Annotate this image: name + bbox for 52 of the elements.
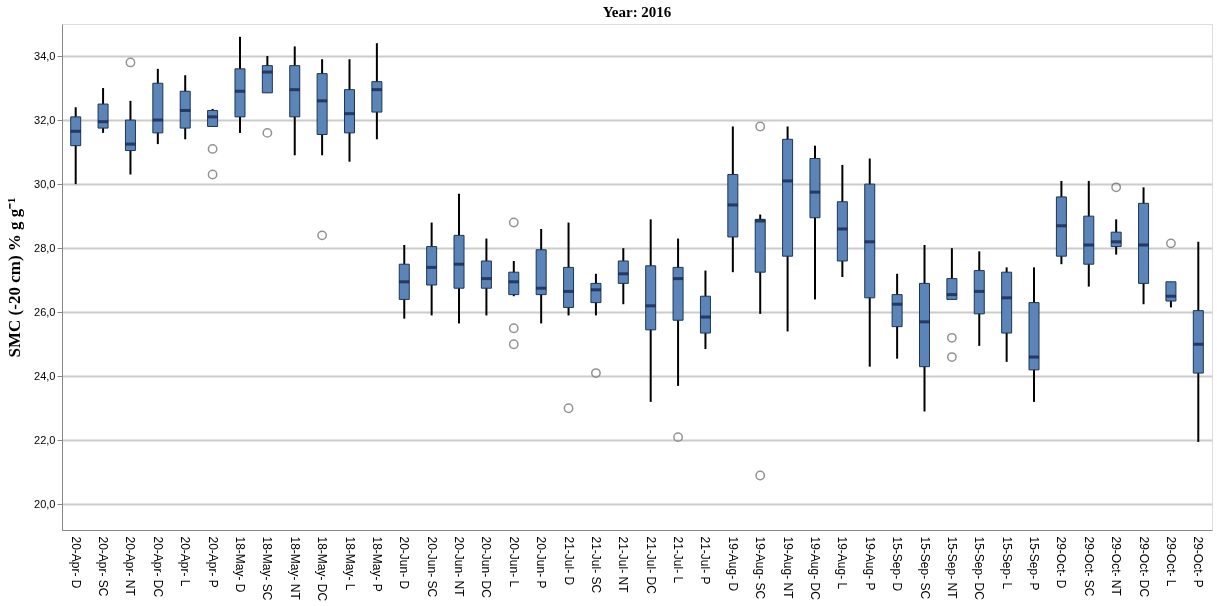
x-tick-label: 20-Jun- SC bbox=[424, 536, 439, 598]
x-tick-label: 21-Jul- D bbox=[561, 536, 576, 586]
x-tick-label: 29-Oct- SC bbox=[1081, 536, 1096, 597]
y-tick-label: 34,0 bbox=[34, 49, 56, 62]
x-tick-label: 18-May- L bbox=[342, 536, 357, 591]
y-tick-label: 20,0 bbox=[34, 497, 56, 510]
x-tick-label: 15-Sep- SC bbox=[917, 536, 932, 600]
x-tick-label: 29-Oct- D bbox=[1054, 536, 1069, 589]
x-tick-label: 29-Oct- DC bbox=[1136, 536, 1151, 598]
x-tick-label: 20-Apr- SC bbox=[96, 536, 111, 597]
x-tick-label: 18-May- NT bbox=[287, 536, 302, 601]
y-tick-label: 24,0 bbox=[34, 369, 56, 382]
x-tick-label: 29-Oct- NT bbox=[1109, 536, 1124, 597]
x-tick-label: 15-Sep- D bbox=[890, 536, 905, 592]
x-tick-label: 29-Oct- L bbox=[1163, 536, 1178, 587]
x-tick-label: 18-May- SC bbox=[260, 536, 275, 601]
x-tick-label: 19-Aug- SC bbox=[753, 536, 768, 600]
x-tick-label: 20-Apr- L bbox=[178, 536, 193, 587]
x-tick-label: 21-Jul- L bbox=[671, 536, 686, 584]
x-tick-label: 21-Jul- NT bbox=[616, 536, 631, 594]
x-tick-label: 18-May- D bbox=[232, 536, 247, 593]
x-tick-label: 20-Jun- L bbox=[506, 536, 521, 588]
x-tick-label: 19-Aug- DC bbox=[807, 536, 822, 601]
x-tick-label: 15-Sep- NT bbox=[944, 536, 959, 600]
x-tick-label: 19-Aug- D bbox=[725, 536, 740, 592]
x-tick-label: 18-May- DC bbox=[315, 536, 330, 602]
x-tick-label: 19-Aug- NT bbox=[780, 536, 795, 600]
chart-title: Year: 2016 bbox=[602, 4, 672, 20]
x-tick-label: 20-Apr- DC bbox=[150, 536, 165, 598]
x-tick-label: 20-Apr- D bbox=[68, 536, 83, 589]
x-tick-label: 20-Jun- P bbox=[534, 536, 549, 589]
y-tick-label: 30,0 bbox=[34, 177, 56, 190]
x-tick-label: 29-Oct- P bbox=[1191, 536, 1206, 588]
x-tick-label: 21-Jul- SC bbox=[588, 536, 603, 594]
x-tick-label: 15-Sep- DC bbox=[972, 536, 987, 601]
x-tick-label: 20-Jun- D bbox=[397, 536, 412, 590]
y-tick-label: 22,0 bbox=[34, 433, 56, 446]
x-tick-label: 19-Aug- P bbox=[862, 536, 877, 591]
x-tick-label: 21-Jul- P bbox=[698, 536, 713, 585]
x-tick-label: 15-Sep- L bbox=[999, 536, 1014, 590]
x-tick-label: 20-Apr- P bbox=[205, 536, 220, 588]
y-tick-label: 26,0 bbox=[34, 305, 56, 318]
x-tick-label: 20-Jun- DC bbox=[479, 536, 494, 599]
y-axis-title: SMC (-20 cm) % g g⁻¹ bbox=[5, 197, 25, 358]
x-tick-label: 19-Aug- L bbox=[835, 536, 850, 590]
x-tick-label: 20-Apr- NT bbox=[123, 536, 138, 597]
x-tick-label: 18-May- P bbox=[369, 536, 384, 592]
x-tick-label: 20-Jun- NT bbox=[452, 536, 467, 598]
x-tick-label: 21-Jul- DC bbox=[643, 536, 658, 595]
y-tick-label: 28,0 bbox=[34, 241, 56, 254]
y-tick-label: 32,0 bbox=[34, 113, 56, 126]
x-tick-label: 15-Sep- P bbox=[1027, 536, 1042, 591]
